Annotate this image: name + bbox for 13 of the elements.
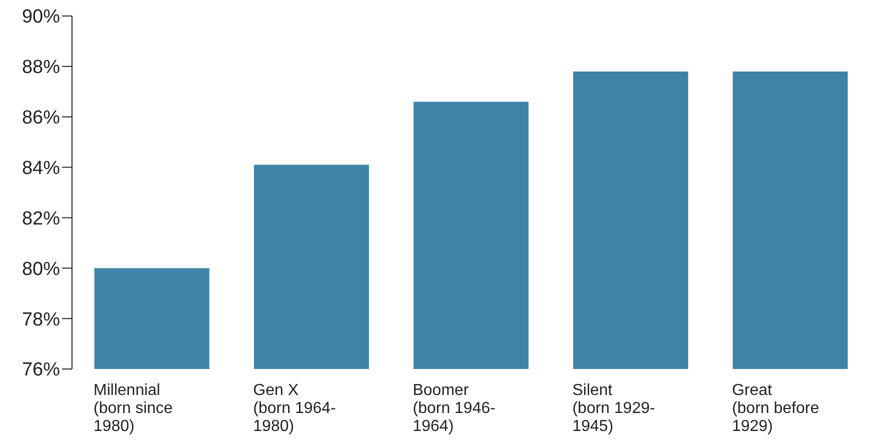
x-tick-label: Silent (born 1929- 1945) [572, 382, 656, 435]
y-tick-label: 78% [22, 309, 60, 330]
y-tick-label: 86% [22, 108, 60, 129]
x-tick-label: Great (born before 1929) [732, 382, 820, 435]
y-tick-label: 76% [22, 360, 60, 381]
x-tick-label: Boomer (born 1946- 1964) [412, 382, 496, 435]
x-tick-label: Gen X (born 1964- 1980) [253, 382, 336, 435]
y-tick-label: 90% [22, 6, 60, 28]
y-tick-label: 82% [22, 208, 60, 230]
y-tick-label: 88% [22, 57, 60, 78]
y-tick-label: 84% [22, 158, 60, 180]
y-tick-label: 80% [22, 258, 60, 280]
x-tick-label: Millennial (born since 1980) [94, 382, 173, 435]
